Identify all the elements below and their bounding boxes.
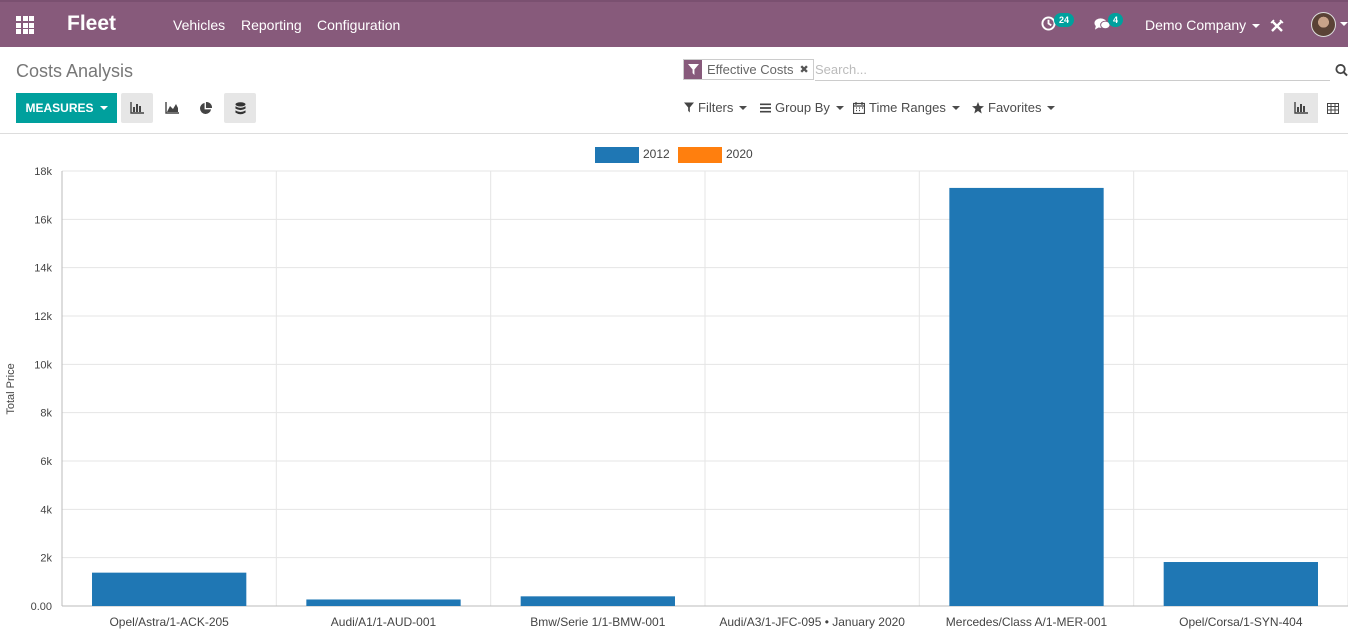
y-tick-label: 2k	[40, 553, 52, 565]
legend-label[interactable]: 2012	[643, 147, 670, 161]
x-tick-label: Audi/A3/1-JFC-095 • January 2020	[719, 615, 905, 629]
graph-view-button[interactable]	[1284, 93, 1318, 123]
menu-reporting[interactable]: Reporting	[241, 17, 302, 33]
group-by-label: Group By	[775, 100, 830, 115]
bar[interactable]	[1163, 562, 1318, 606]
y-tick-label: 8k	[40, 408, 52, 420]
y-tick-label: 0.00	[31, 601, 52, 613]
top-navbar: Fleet Vehicles Reporting Configuration 2…	[0, 0, 1348, 47]
y-tick-label: 14k	[34, 263, 52, 275]
bug-icon[interactable]	[1270, 19, 1284, 33]
activity-badge: 24	[1054, 13, 1075, 27]
x-tick-label: Audi/A1/1-AUD-001	[331, 615, 437, 629]
measures-label: MEASURES	[25, 101, 94, 115]
chat-icon	[1094, 18, 1111, 30]
star-icon	[972, 101, 984, 113]
chevron-down-icon	[99, 106, 108, 110]
bar-chart-button[interactable]	[121, 93, 153, 123]
chevron-down-icon[interactable]	[1340, 22, 1348, 26]
chevron-down-icon	[835, 105, 844, 110]
stacked-button[interactable]	[224, 93, 256, 123]
messages-badge: 4	[1108, 13, 1124, 27]
close-icon[interactable]: ✖	[799, 64, 809, 76]
apps-grid-icon[interactable]	[16, 16, 34, 34]
bar[interactable]	[306, 599, 461, 606]
filter-icon	[684, 102, 694, 113]
menu-configuration[interactable]: Configuration	[317, 17, 401, 33]
legend-label[interactable]: 2020	[726, 147, 753, 161]
control-panel-divider	[0, 133, 1348, 134]
pivot-view-button[interactable]	[1318, 93, 1348, 123]
messages-menu[interactable]: 4	[1094, 2, 1128, 47]
pie-chart-icon	[199, 101, 212, 114]
line-chart-button[interactable]	[156, 93, 188, 123]
y-axis-label: Total Price	[5, 363, 17, 414]
time-ranges-label: Time Ranges	[869, 100, 946, 115]
chevron-down-icon	[951, 105, 960, 110]
favorites-dropdown[interactable]: Favorites	[972, 100, 1056, 115]
bar[interactable]	[949, 187, 1104, 606]
search-input[interactable]	[815, 59, 1330, 81]
facet-label: Effective Costs	[707, 62, 794, 77]
favorites-label: Favorites	[988, 100, 1042, 115]
filter-icon	[684, 60, 702, 79]
company-name: Demo Company	[1145, 17, 1247, 33]
line-chart-icon	[165, 102, 179, 114]
x-tick-label: Opel/Astra/1-ACK-205	[109, 615, 229, 629]
time-ranges-dropdown[interactable]: Time Ranges	[853, 100, 960, 115]
chevron-down-icon	[1252, 24, 1261, 29]
y-tick-label: 18k	[34, 166, 52, 178]
x-tick-label: Bmw/Serie 1/1-BMW-001	[530, 615, 665, 629]
filters-label: Filters	[698, 100, 734, 115]
y-tick-label: 16k	[34, 214, 52, 226]
x-tick-label: Mercedes/Class A/1-MER-001	[946, 615, 1108, 629]
legend-swatch[interactable]	[595, 147, 639, 163]
chevron-down-icon	[1047, 105, 1056, 110]
y-tick-label: 10k	[34, 359, 52, 371]
bar-chart-icon	[130, 102, 144, 114]
chevron-down-icon	[739, 105, 748, 110]
group-by-dropdown[interactable]: Group By	[760, 100, 844, 115]
bar[interactable]	[92, 572, 247, 606]
y-tick-label: 4k	[40, 504, 52, 516]
y-tick-label: 6k	[40, 456, 52, 468]
legend-swatch[interactable]	[678, 147, 722, 163]
bar-chart: 0.00 2k 4k 6k 8k 10k 12k 14k 16k 18k Opel/Astra/1-…	[5, 147, 1348, 629]
page-title: Costs Analysis	[16, 61, 134, 81]
x-tick-label: Opel/Corsa/1-SYN-404	[1179, 615, 1303, 629]
search-icon[interactable]	[1335, 63, 1348, 77]
menu-vehicles[interactable]: Vehicles	[173, 17, 226, 33]
y-tick-label: 12k	[34, 311, 52, 323]
table-icon	[1327, 102, 1339, 114]
database-icon	[234, 101, 246, 114]
bar[interactable]	[520, 596, 675, 606]
search-facet: Effective Costs ✖	[683, 59, 814, 80]
measures-button[interactable]: MEASURES	[16, 93, 117, 123]
activity-menu[interactable]: 24	[1041, 2, 1081, 47]
app-brand[interactable]: Fleet	[67, 12, 117, 35]
pie-chart-button[interactable]	[189, 93, 221, 123]
calendar-icon	[853, 101, 865, 114]
bar-chart-icon	[1294, 102, 1308, 114]
filters-dropdown[interactable]: Filters	[684, 100, 748, 115]
user-avatar[interactable]	[1311, 12, 1336, 37]
list-icon	[760, 103, 771, 112]
company-switcher[interactable]: Demo Company	[1145, 17, 1261, 33]
